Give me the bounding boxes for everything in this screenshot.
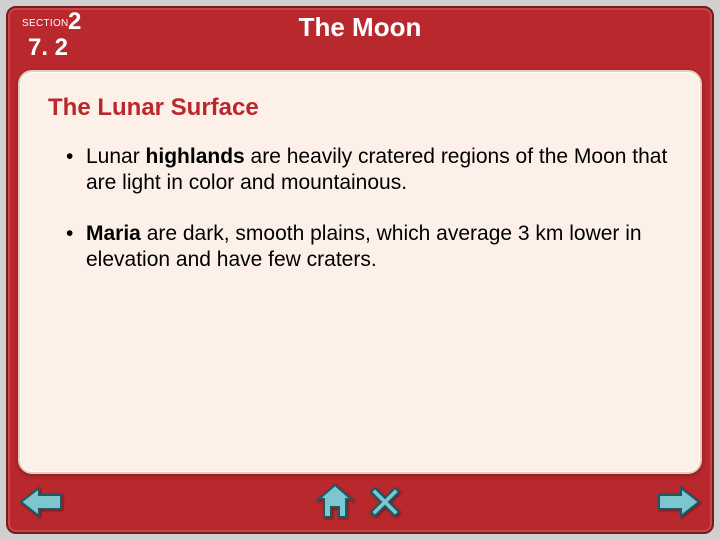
bullet-prefix: Lunar [86,145,146,168]
slide: SECTION 2 7. 2 The Moon The Lunar Surfac… [6,6,714,534]
home-icon [315,483,355,521]
close-icon [367,484,403,520]
arrow-left-icon [19,485,63,519]
bullet-list: Lunar highlands are heavily cratered reg… [48,144,672,272]
next-button[interactable] [656,482,702,522]
content-panel: The Lunar Surface Lunar highlands are he… [18,70,702,474]
close-button[interactable] [362,482,408,522]
page-title: The Moon [8,12,712,43]
nav-center [312,482,408,522]
nav-bar [8,478,712,526]
list-item: Lunar highlands are heavily cratered reg… [66,144,672,195]
subtitle: The Lunar Surface [48,94,672,122]
slide-header: SECTION 2 7. 2 The Moon [8,8,712,66]
arrow-right-icon [657,485,701,519]
home-button[interactable] [312,482,358,522]
bullet-bold: Maria [86,222,141,245]
prev-button[interactable] [18,482,64,522]
bullet-rest: are dark, smooth plains, which average 3… [86,222,642,271]
list-item: Maria are dark, smooth plains, which ave… [66,221,672,272]
bullet-bold: highlands [146,145,245,168]
